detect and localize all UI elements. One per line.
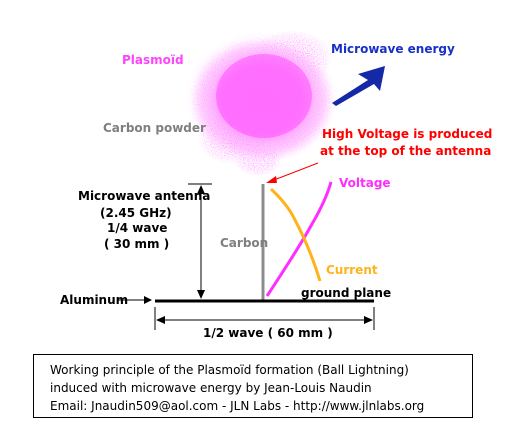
microwave-bolt: [332, 66, 385, 106]
caption-line-1: Working principle of the Plasmoïd format…: [50, 363, 409, 377]
aluminum-arrow: [118, 296, 152, 304]
caption-box: Working principle of the Plasmoïd format…: [33, 354, 473, 418]
antenna-label-line2: (2.45 GHz): [100, 206, 172, 220]
microwave-energy-label: Microwave energy: [331, 42, 455, 56]
plasmoid-cloud: [186, 30, 338, 176]
aluminum-label: Aluminum: [60, 293, 128, 307]
plasmoid-label: Plasmoïd: [122, 53, 184, 67]
high-voltage-label-line1: High Voltage is produced: [322, 127, 492, 141]
voltage-curve: [265, 181, 333, 297]
ground-plane-label: ground plane: [301, 286, 391, 300]
voltage-label: Voltage: [339, 176, 391, 190]
high-voltage-label-line2: at the top of the antenna: [320, 144, 491, 158]
carbon-label: Carbon: [220, 236, 268, 250]
current-curve: [269, 187, 322, 282]
caption-line-2: induced with microwave energy by Jean-Lo…: [50, 381, 372, 395]
antenna-label-line3: 1/4 wave: [107, 221, 167, 235]
half-wave-dimension: [154, 307, 375, 330]
caption-line-3: Email: Jnaudin509@aol.com - JLN Labs - h…: [50, 399, 425, 413]
current-label: Current: [326, 263, 378, 277]
quarter-wave-dimension: [188, 183, 212, 299]
high-voltage-arrow: [266, 162, 319, 183]
antenna-label-line1: Microwave antenna: [78, 189, 210, 203]
antenna-label-line4: ( 30 mm ): [104, 237, 169, 251]
carbon-powder-label: Carbon powder: [103, 121, 206, 135]
half-wave-label: 1/2 wave ( 60 mm ): [203, 326, 333, 340]
